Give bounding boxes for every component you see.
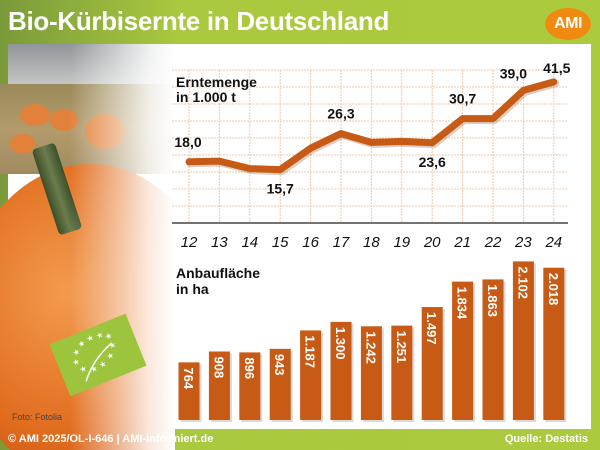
bar-data-label: 764 xyxy=(181,367,196,389)
bar-data-label: 908 xyxy=(211,356,226,378)
bar-chart-title: Anbaufläche xyxy=(176,265,260,281)
area-bar xyxy=(452,281,474,420)
bar-data-label: 2.018 xyxy=(546,273,561,306)
area-bar xyxy=(360,326,382,420)
x-tick-label: 23 xyxy=(514,234,532,251)
svg-text:★: ★ xyxy=(107,340,117,351)
x-tick-label: 13 xyxy=(211,234,228,251)
bar-data-label: 896 xyxy=(242,357,257,379)
x-tick-label: 14 xyxy=(241,234,258,251)
bar-data-label: 1.863 xyxy=(485,284,500,317)
svg-text:★: ★ xyxy=(95,330,105,341)
bar-data-label: 1.251 xyxy=(394,331,409,364)
svg-text:★: ★ xyxy=(71,347,81,358)
x-tick-label: 17 xyxy=(333,234,350,251)
svg-text:★: ★ xyxy=(77,338,87,349)
area-bar xyxy=(239,352,261,420)
bar-data-label: 1.834 xyxy=(455,287,470,320)
x-tick-label: 12 xyxy=(181,234,198,251)
line-shadow xyxy=(186,79,560,176)
x-tick-label: 21 xyxy=(453,234,471,251)
copyright-footer: © AMI 2025/OL-I-646 | AMI-informiert.de xyxy=(8,433,214,445)
svg-text:★: ★ xyxy=(104,331,114,342)
area-bar xyxy=(178,362,200,420)
area-bar xyxy=(482,279,504,420)
page-title: Bio-Kürbisernte in Deutschland xyxy=(8,6,390,36)
svg-text:★: ★ xyxy=(85,333,95,344)
x-tick-label: 16 xyxy=(302,234,319,251)
area-bar xyxy=(391,325,413,420)
bar-data-label: 1.187 xyxy=(303,335,318,368)
x-tick-label: 20 xyxy=(423,234,441,251)
line-data-label: 30,7 xyxy=(449,91,476,107)
bar-data-label: 1.300 xyxy=(333,327,348,360)
line-data-label: 23,6 xyxy=(419,154,446,170)
bar-chart-unit: in ha xyxy=(176,281,209,297)
area-bar xyxy=(330,321,352,420)
line-data-label: 39,0 xyxy=(500,65,527,81)
area-bar xyxy=(269,348,291,420)
svg-text:★: ★ xyxy=(105,350,115,361)
source-footer: Quelle: Destatis xyxy=(504,433,588,445)
photo-credit: Foto: Fotolia xyxy=(12,412,63,422)
svg-text:★: ★ xyxy=(71,357,81,368)
x-tick-label: 18 xyxy=(363,234,380,251)
x-tick-label: 19 xyxy=(393,234,410,251)
svg-text:★: ★ xyxy=(98,359,108,370)
line-chart-title: Erntemenge xyxy=(176,74,257,90)
bar-data-label: 2.102 xyxy=(515,266,530,299)
x-tick-label: 24 xyxy=(544,234,562,251)
line-data-label: 15,7 xyxy=(267,181,294,197)
line-data-label: 41,5 xyxy=(543,60,570,76)
x-tick-label: 22 xyxy=(484,234,502,251)
eu-organic-leaf-icon: ★ ★ ★ ★ ★ ★ ★ ★ ★ ★ ★ xyxy=(49,313,147,397)
bar-data-label: 1.242 xyxy=(363,331,378,364)
area-bar xyxy=(208,351,230,420)
area-bar xyxy=(300,330,322,420)
x-tick-label: 15 xyxy=(272,234,289,251)
ami-logo: AMI xyxy=(545,8,591,40)
line-chart-unit: in 1.000 t xyxy=(176,89,236,105)
bar-data-label: 1.497 xyxy=(424,312,439,345)
area-bar xyxy=(543,267,565,420)
line-chart-grid xyxy=(172,69,568,223)
line-data-label: 18,0 xyxy=(174,134,201,150)
svg-text:★: ★ xyxy=(89,364,99,375)
line-data-label: 26,3 xyxy=(327,106,354,122)
area-bar xyxy=(512,261,534,420)
bar-data-label: 943 xyxy=(272,354,287,376)
svg-text:★: ★ xyxy=(78,364,88,375)
area-bar xyxy=(421,307,443,420)
